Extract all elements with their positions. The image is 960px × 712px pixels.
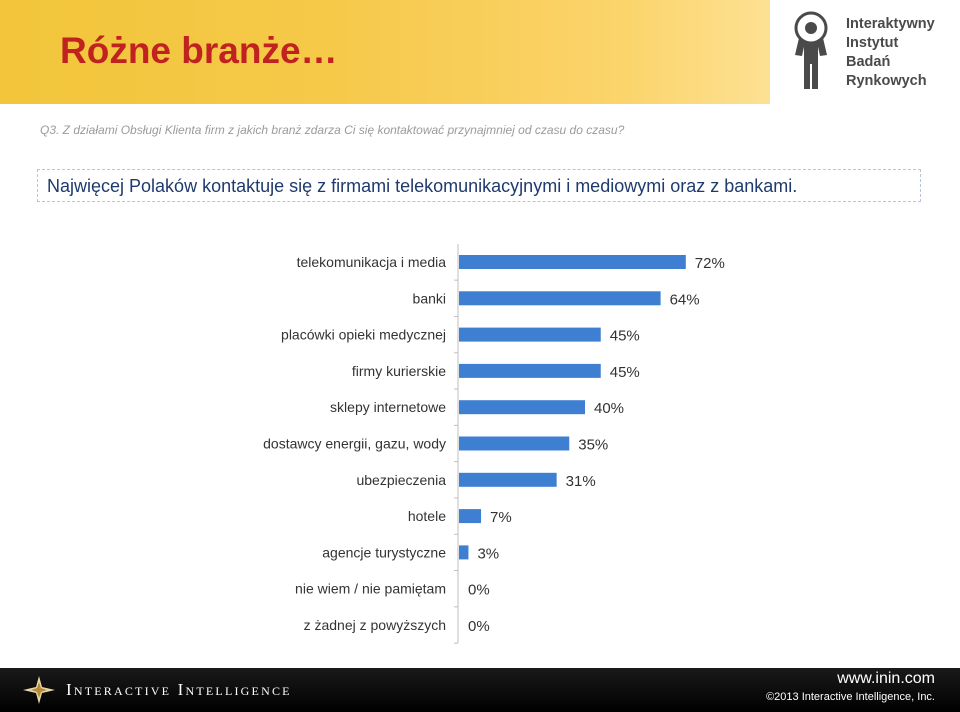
data-label: 64%	[670, 291, 700, 308]
bar	[459, 436, 570, 451]
logo-line: Interaktywny	[846, 16, 935, 32]
bar	[459, 545, 469, 560]
iibr-logo-text: Interaktywny Instytut Badań Rynkowych	[846, 15, 935, 91]
bar	[459, 327, 601, 342]
iibr-figure-logo-icon	[794, 11, 828, 89]
data-label: 40%	[594, 400, 624, 417]
compass-star-icon	[23, 676, 55, 704]
bar	[459, 472, 557, 487]
category-label: firmy kurierskie	[352, 363, 446, 379]
category-label: banki	[413, 290, 446, 306]
bar	[459, 291, 661, 306]
category-label: sklepy internetowe	[330, 399, 446, 415]
data-label: 3%	[477, 545, 499, 562]
bar	[459, 363, 601, 378]
data-label: 0%	[468, 618, 490, 635]
data-label: 45%	[610, 364, 640, 381]
data-label: 0%	[468, 582, 490, 599]
category-label: nie wiem / nie pamiętam	[295, 581, 446, 597]
footer-copyright: ©2013 Interactive Intelligence, Inc.	[766, 691, 935, 703]
data-label: 72%	[695, 255, 725, 272]
header-banner: Różne branże… Interaktywny Instytut Bada…	[0, 0, 960, 104]
category-label: placówki opieki medycznej	[281, 327, 446, 343]
category-label: hotele	[408, 508, 446, 524]
data-label: 7%	[490, 509, 512, 526]
footer-bar: Interactive Intelligence www.inin.com ©2…	[0, 668, 960, 712]
logo-line: Rynkowych	[846, 73, 927, 89]
category-label: telekomunikacja i media	[297, 254, 447, 270]
footer-brand: Interactive Intelligence	[66, 680, 292, 699]
bar	[459, 400, 585, 415]
iibr-logo: Interaktywny Instytut Badań Rynkowych	[770, 0, 960, 104]
category-label: agencje turystyczne	[322, 544, 446, 560]
slide-title: Różne branże…	[60, 30, 338, 71]
survey-question: Q3. Z działami Obsługi Klienta firm z ja…	[40, 123, 625, 137]
category-label: ubezpieczenia	[356, 472, 446, 488]
data-label: 31%	[566, 473, 596, 490]
headline-text: Najwięcej Polaków kontaktuje się z firma…	[47, 176, 798, 196]
data-label: 35%	[578, 437, 608, 454]
bar	[459, 509, 482, 524]
logo-line: Badań	[846, 54, 891, 70]
data-label: 45%	[610, 328, 640, 345]
bar	[459, 255, 686, 269]
footer-url-link[interactable]: www.inin.com	[837, 670, 935, 687]
logo-line: Instytut	[846, 35, 899, 51]
category-label: z żadnej z powyższych	[304, 617, 446, 633]
headline-box: Najwięcej Polaków kontaktuje się z firma…	[37, 169, 921, 202]
category-label: dostawcy energii, gazu, wody	[263, 436, 446, 452]
bar-chart: telekomunikacja i media 72% banki 64% placów…	[263, 244, 725, 644]
